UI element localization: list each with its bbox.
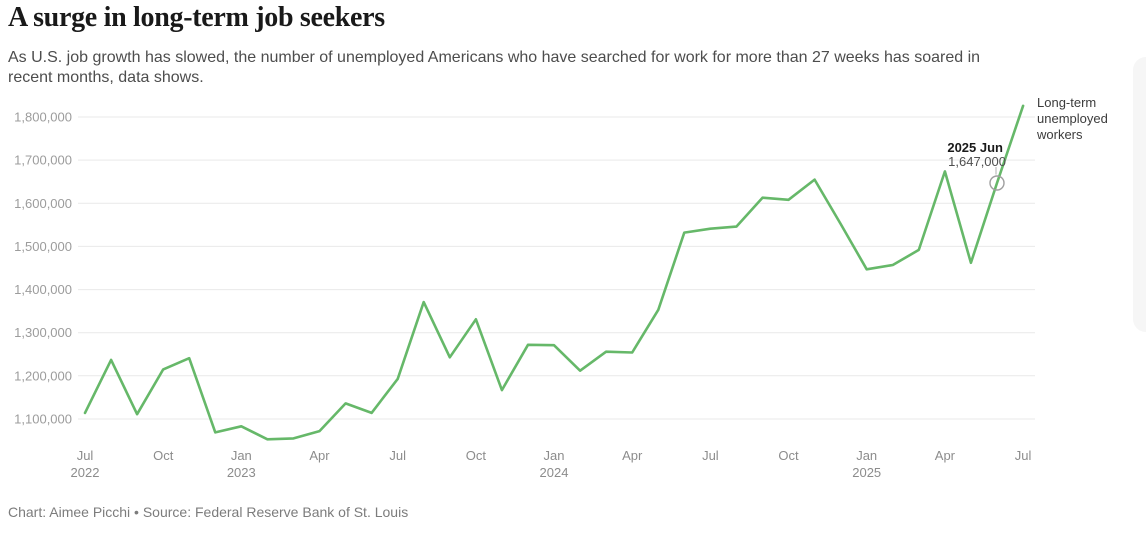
- x-tick-year-label: 2025: [852, 465, 881, 480]
- x-tick-month-label: Jul: [77, 448, 94, 463]
- y-tick-label: 1,200,000: [14, 368, 72, 383]
- x-tick-month-label: Apr: [935, 448, 956, 463]
- line-chart-svg: 1,100,000 1,200,000 1,300,000 1,400,000 1,50…: [14, 104, 1035, 480]
- page-title: A surge in long-term job seekers: [8, 2, 385, 33]
- subtitle-line-2: recent months, data shows.: [8, 69, 204, 86]
- x-tick-month-label: Jan: [856, 448, 877, 463]
- y-tick-label: 1,100,000: [14, 412, 72, 427]
- chart-subtitle: As U.S. job growth has slowed, the numbe…: [8, 48, 980, 88]
- x-tick-year-label: 2024: [540, 465, 569, 480]
- x-tick-month-label: Oct: [466, 448, 487, 463]
- highlight-marker: [989, 175, 1005, 191]
- y-tick-label: 1,800,000: [14, 110, 72, 125]
- x-tick-month-label: Apr: [622, 448, 643, 463]
- subtitle-line-1: As U.S. job growth has slowed, the numbe…: [8, 49, 981, 66]
- annotation-date-label: 2025 Jun: [947, 140, 1003, 155]
- y-tick-label: 1,700,000: [14, 153, 72, 168]
- x-tick-month-label: Jan: [544, 448, 565, 463]
- y-tick-label: 1,300,000: [14, 325, 72, 340]
- y-tick-label: 1,600,000: [14, 196, 72, 211]
- series-label: Long-term unemployed workers: [1037, 95, 1108, 142]
- x-tick-month-label: Jul: [1015, 448, 1032, 463]
- x-tick-year-label: 2023: [227, 465, 256, 480]
- y-tick-label: 1,500,000: [14, 239, 72, 254]
- x-tick-month-label: Oct: [778, 448, 799, 463]
- x-tick-month-label: Apr: [309, 448, 330, 463]
- y-tick-label: 1,400,000: [14, 282, 72, 297]
- x-tick-month-label: Jul: [389, 448, 406, 463]
- scrollbar-thumb[interactable]: [1133, 57, 1146, 332]
- x-tick-month-label: Jan: [231, 448, 252, 463]
- x-tick-month-label: Jul: [702, 448, 719, 463]
- annotation-value-label: 1,647,000: [948, 154, 1006, 169]
- x-tick-month-label: Oct: [153, 448, 174, 463]
- x-tick-year-label: 2022: [71, 465, 100, 480]
- trend-line: [83, 104, 1025, 441]
- credit-line: Chart: Aimee Picchi • Source: Federal Re…: [8, 504, 409, 520]
